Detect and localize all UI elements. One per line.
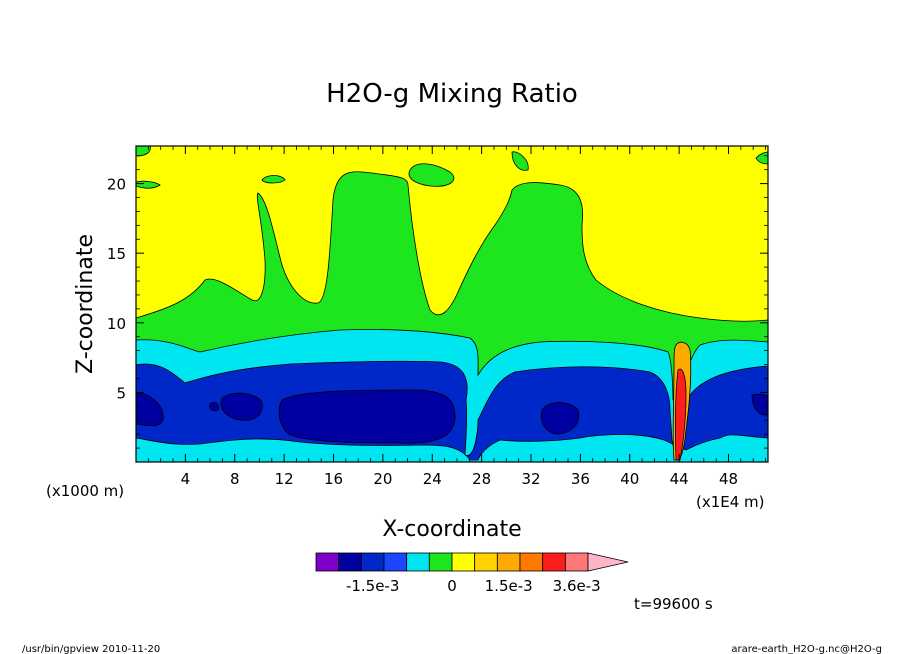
y-tick-label: 5	[116, 384, 126, 402]
plot-frame	[135, 145, 769, 463]
colorbar-box	[474, 552, 498, 572]
colorbar-box	[360, 552, 385, 572]
y-tick-label: 15	[107, 245, 126, 263]
colorbar-box	[451, 552, 476, 572]
colorbar-labels: -1.5e-3 0 1.5e-3 3.6e-3	[346, 577, 601, 595]
y-axis: 5 10 15 20	[107, 155, 768, 449]
x-axis-label: X-coordinate	[382, 517, 521, 542]
x-tick-label: 8	[230, 470, 240, 488]
y-tick-label: 20	[107, 176, 126, 194]
colorbar-box	[519, 552, 544, 572]
colorbar-box	[315, 552, 340, 572]
colorbar-label: 3.6e-3	[553, 577, 601, 595]
band-green-patch	[135, 180, 161, 189]
band-navy	[209, 402, 219, 412]
colorbar-box	[496, 552, 521, 572]
x-tick-label: 16	[324, 470, 343, 488]
colorbar-box	[542, 552, 566, 572]
x-tick-label: 32	[521, 470, 540, 488]
band-navy	[278, 389, 456, 444]
x-tick-label: 28	[472, 470, 491, 488]
colorbar-label: 0	[447, 577, 457, 595]
colorbar-arrow	[587, 552, 629, 572]
x-tick-label: 4	[181, 470, 191, 488]
colorbar-box	[338, 552, 362, 572]
x-unit-right: (x1E4 m)	[696, 493, 765, 511]
band-green-patch	[261, 175, 286, 184]
y-tick-label: 10	[107, 315, 126, 333]
band-red	[675, 368, 687, 461]
footer-left: /usr/bin/gpview 2010-11-20	[22, 644, 160, 654]
band-navy	[541, 402, 580, 435]
x-tick-label: 44	[670, 470, 689, 488]
x-tick-label: 12	[275, 470, 294, 488]
colorbar	[315, 552, 629, 572]
band-navy	[135, 392, 164, 427]
x-tick-label: 48	[719, 470, 738, 488]
colorbar-label: 1.5e-3	[485, 577, 533, 595]
band-green-patch	[408, 163, 455, 187]
y-axis-label: Z-coordinate	[73, 234, 98, 374]
colorbar-box	[383, 552, 408, 572]
contour-field	[135, 145, 769, 463]
x-tick-label: 24	[423, 470, 442, 488]
band-green-patch	[511, 151, 529, 171]
x-tick-label: 40	[620, 470, 639, 488]
x-tick-label: 20	[373, 470, 392, 488]
x-axis: 4 8 12 16 20 24 28 32 36 40 44 48	[147, 146, 766, 488]
colorbar-box	[428, 552, 453, 572]
colorbar-label: -1.5e-3	[346, 577, 399, 595]
x-tick-label: 36	[571, 470, 590, 488]
footer-right: arare-earth_H2O-g.nc@H2O-g	[731, 644, 882, 654]
x-unit-left: (x1000 m)	[46, 482, 124, 500]
colorbar-box	[564, 552, 589, 572]
chart-title: H2O-g Mixing Ratio	[326, 79, 578, 109]
time-label: t=99600 s	[634, 595, 713, 613]
colorbar-box	[406, 552, 430, 572]
band-navy	[220, 392, 263, 421]
